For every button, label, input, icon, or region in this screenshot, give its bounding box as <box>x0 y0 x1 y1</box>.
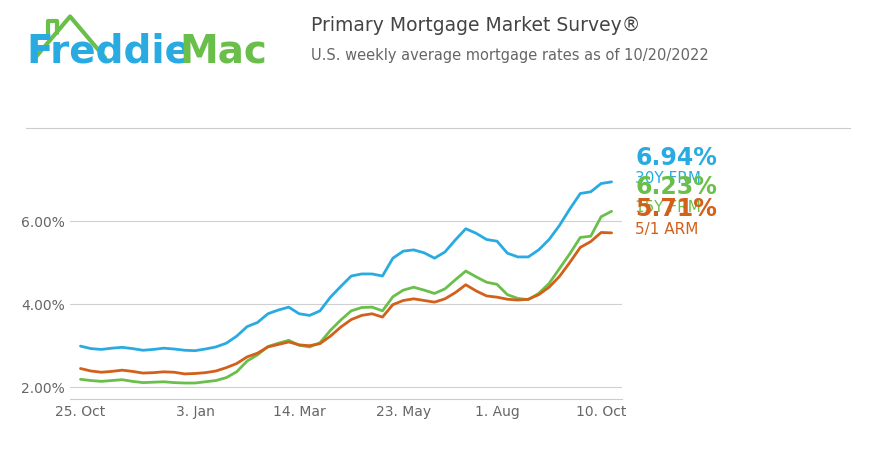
Text: 5/1 ARM: 5/1 ARM <box>635 221 698 236</box>
Text: U.S. weekly average mortgage rates as of 10/20/2022: U.S. weekly average mortgage rates as of… <box>311 48 709 63</box>
Text: 6.94%: 6.94% <box>635 145 717 169</box>
Text: 15Y FRM: 15Y FRM <box>635 200 701 215</box>
Text: 5.71%: 5.71% <box>635 196 717 220</box>
Text: 6.23%: 6.23% <box>635 174 717 199</box>
Text: Mac: Mac <box>180 32 267 70</box>
Text: Primary Mortgage Market Survey®: Primary Mortgage Market Survey® <box>311 16 640 35</box>
Text: 30Y FRM: 30Y FRM <box>635 170 701 185</box>
Text: Freddie: Freddie <box>26 32 191 70</box>
